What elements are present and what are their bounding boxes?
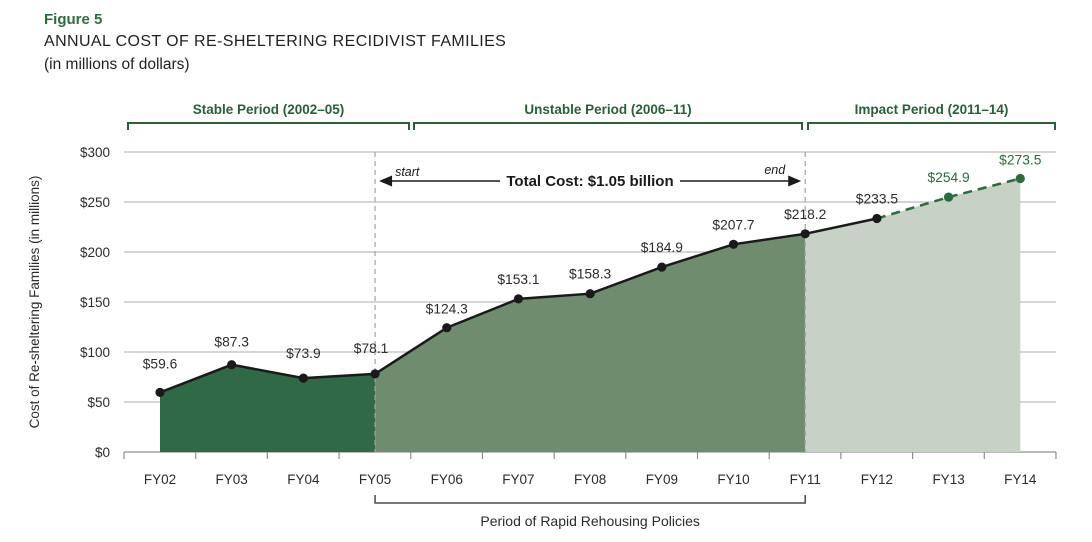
data-label: $273.5 [999,153,1042,168]
y-tick-label: $150 [80,295,110,310]
y-tick-label: $100 [80,345,110,360]
period-bracket-impact [807,122,1056,130]
period-bracket-stable [127,122,410,130]
x-tick-label: FY06 [431,472,463,487]
period-label-unstable: Unstable Period (2006–11) [524,102,692,117]
arrow-head-left [379,175,393,187]
data-label: $184.9 [641,240,684,255]
x-tick-label: FY03 [216,472,248,487]
period-label-impact: Impact Period (2011–14) [854,102,1009,117]
data-point [943,192,954,202]
cost-line-projected [876,177,1021,220]
data-point [155,387,165,397]
data-point [370,369,380,379]
y-axis-title: Cost of Re-sheltering Families (in milli… [27,176,42,429]
x-tick-label: FY04 [287,472,320,487]
y-tick-label: $250 [80,195,110,210]
data-label: $124.3 [426,302,469,317]
period-header-stable: Stable Period (2002–05) [127,102,410,130]
x-tick-label: FY13 [932,472,964,487]
x-tick-label: FY10 [717,472,749,487]
data-point [872,213,882,224]
data-point [298,373,308,383]
data-label: $78.1 [354,341,389,356]
data-label: $218.2 [784,207,826,222]
arrow-head-right [788,175,802,187]
data-label: $254.9 [927,170,970,185]
figure-title: ANNUAL COST OF RE-SHELTERING RECIDIVIST … [44,33,507,50]
period-label-stable: Stable Period (2002–05) [192,102,345,117]
annotation-end-label: end [764,163,786,177]
figure-subtitle: (in millions of dollars) [44,56,190,73]
data-point [800,229,810,239]
data-point [442,323,452,333]
data-point [657,262,667,272]
data-point [227,360,237,370]
annotation-total-cost: Total Cost: $1.05 billion [506,173,673,190]
data-label: $233.5 [856,192,899,207]
y-tick-label: $200 [80,245,110,260]
data-label: $59.6 [143,356,178,371]
period-bracket-unstable [413,122,803,130]
y-tick-label: $300 [80,145,110,160]
x-tick-label: FY12 [861,472,893,487]
period-header-impact: Impact Period (2011–14) [807,102,1056,130]
x-tick-label: FY02 [144,472,176,487]
x-tick-label: FY09 [646,472,678,487]
annotation-start-label: start [395,165,420,179]
area-fill [805,178,1021,452]
area-fill [160,364,376,452]
y-tick-label: $50 [87,395,110,410]
x-tick-label: FY05 [359,472,391,487]
data-point [585,289,595,299]
x-tick-label: FY11 [790,472,821,487]
x-tick-label: FY08 [574,472,606,487]
data-label: $87.3 [214,335,249,350]
y-tick-label: $0 [95,445,110,460]
area-fill [375,233,806,452]
data-point [1015,173,1025,184]
x-tick-label: FY14 [1004,472,1037,487]
bottom-bracket-label: Period of Rapid Rehousing Policies [480,513,699,529]
data-label: $73.9 [286,346,321,361]
data-label: $158.3 [569,267,612,282]
figure-number: Figure 5 [44,11,103,28]
data-point [728,239,739,249]
data-label: $207.7 [712,217,754,232]
period-header-unstable: Unstable Period (2006–11) [413,102,803,130]
x-tick-label: FY07 [502,472,534,487]
bottom-bracket [374,495,806,504]
data-label: $153.1 [497,272,539,287]
data-point [513,294,524,304]
